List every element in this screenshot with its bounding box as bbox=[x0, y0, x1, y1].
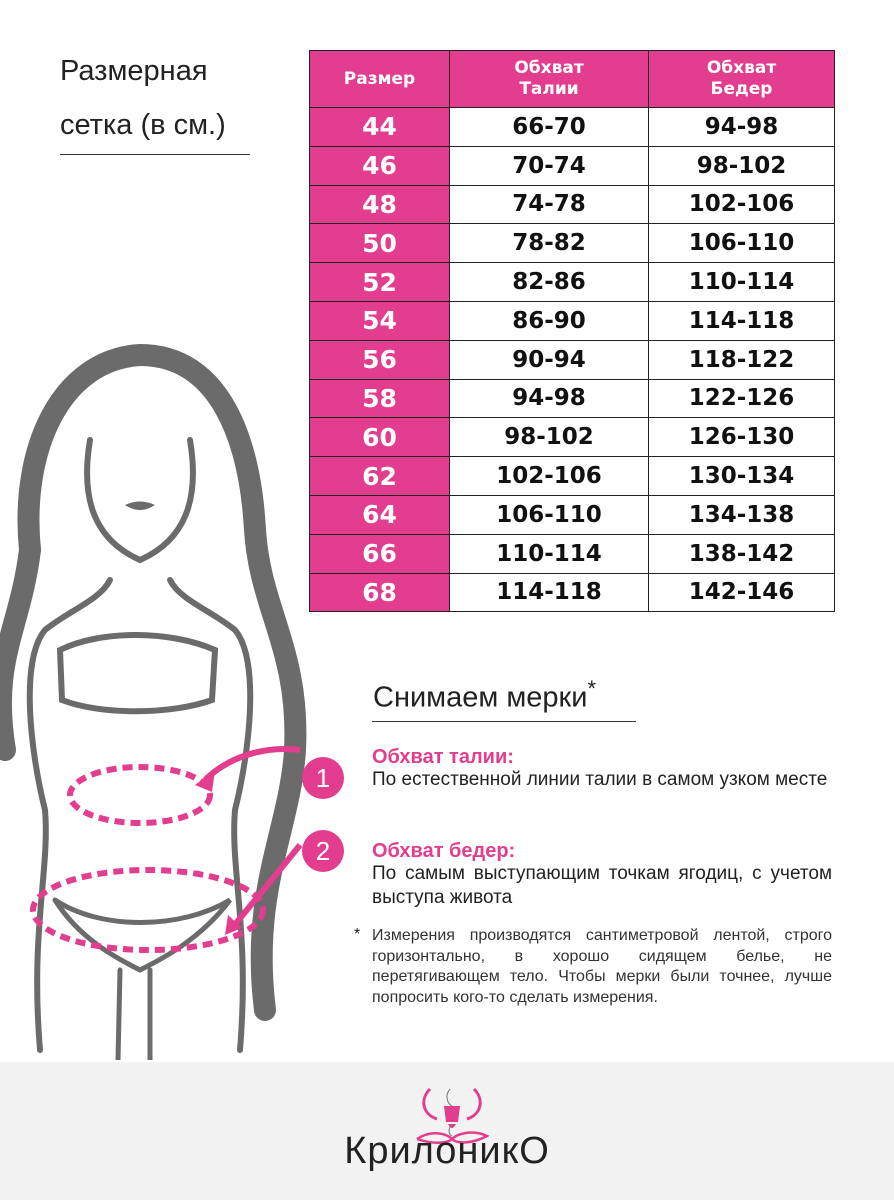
hips-cell: 94-98 bbox=[648, 107, 835, 147]
hips-description: По самым выступающим точкам ягодиц, с уч… bbox=[372, 863, 832, 908]
waist-cell: 86-90 bbox=[449, 300, 649, 341]
waist-cell: 82-86 bbox=[449, 262, 649, 302]
waist-cell: 66-70 bbox=[449, 107, 649, 147]
size-table: Размер Обхват Талии Обхват Бедер 44 66-70… bbox=[309, 50, 835, 613]
brand-logo-icon bbox=[416, 1087, 490, 1144]
measurement-note: Измерения производятся сантиметровой лен… bbox=[372, 927, 832, 1006]
size-cell: 64 bbox=[309, 494, 450, 535]
page-title: Размерная сетка (в см.) bbox=[60, 55, 226, 141]
brand-name: КрилоникО bbox=[344, 1130, 550, 1172]
waist-cell: 102-106 bbox=[449, 456, 649, 496]
hips-title: Обхват бедер: bbox=[372, 840, 516, 862]
size-cell: 52 bbox=[309, 262, 450, 302]
hips-cell: 142-146 bbox=[648, 572, 835, 613]
measurements-divider bbox=[372, 721, 636, 722]
size-cell: 48 bbox=[309, 184, 450, 225]
step-number-1: 1 bbox=[302, 757, 344, 799]
table-row: 52 82-86 110-114 bbox=[309, 262, 835, 302]
waist-cell: 106-110 bbox=[449, 494, 649, 535]
table-row: 68 114-118 142-146 bbox=[309, 572, 835, 613]
waist-title: Обхват талии: bbox=[372, 746, 514, 768]
table-row: 44 66-70 94-98 bbox=[309, 107, 835, 147]
footer bbox=[0, 1062, 894, 1200]
size-cell: 44 bbox=[309, 107, 450, 147]
table-row: 50 78-82 106-110 bbox=[309, 223, 835, 264]
table-row: 58 94-98 122-126 bbox=[309, 378, 835, 419]
waist-cell: 110-114 bbox=[449, 533, 649, 574]
hips-cell: 126-130 bbox=[648, 417, 835, 458]
waist-cell: 90-94 bbox=[449, 339, 649, 380]
hips-cell: 122-126 bbox=[648, 378, 835, 419]
hips-cell: 114-118 bbox=[648, 300, 835, 341]
size-cell: 68 bbox=[309, 572, 450, 613]
waist-cell: 114-118 bbox=[449, 572, 649, 613]
header-size: Размер bbox=[309, 50, 450, 108]
size-cell: 62 bbox=[309, 456, 450, 496]
waist-cell: 78-82 bbox=[449, 223, 649, 264]
waist-cell: 74-78 bbox=[449, 184, 649, 225]
size-cell: 50 bbox=[309, 223, 450, 264]
table-row: 60 98-102 126-130 bbox=[309, 417, 835, 458]
hips-cell: 130-134 bbox=[648, 456, 835, 496]
waist-cell: 70-74 bbox=[449, 145, 649, 186]
table-row: 46 70-74 98-102 bbox=[309, 145, 835, 186]
table-row: 62 102-106 130-134 bbox=[309, 456, 835, 496]
waist-description: По естественной линии талии в самом узко… bbox=[372, 769, 828, 790]
header-hips: Обхват Бедер bbox=[648, 50, 835, 108]
size-cell: 54 bbox=[309, 300, 450, 341]
hips-cell: 102-106 bbox=[648, 184, 835, 225]
measurements-title: Снимаем мерки* bbox=[373, 676, 596, 714]
hips-cell: 134-138 bbox=[648, 494, 835, 535]
table-row: 56 90-94 118-122 bbox=[309, 339, 835, 380]
table-row: 66 110-114 138-142 bbox=[309, 533, 835, 574]
table-row: 64 106-110 134-138 bbox=[309, 494, 835, 535]
header-waist: Обхват Талии bbox=[449, 50, 649, 108]
size-cell: 60 bbox=[309, 417, 450, 458]
waist-cell: 94-98 bbox=[449, 378, 649, 419]
size-cell: 66 bbox=[309, 533, 450, 574]
table-row: 54 86-90 114-118 bbox=[309, 300, 835, 341]
hips-cell: 98-102 bbox=[648, 145, 835, 186]
size-cell: 46 bbox=[309, 145, 450, 186]
hips-cell: 110-114 bbox=[648, 262, 835, 302]
title-divider bbox=[60, 154, 250, 155]
female-figure-illustration bbox=[0, 343, 307, 1060]
size-cell: 58 bbox=[309, 378, 450, 419]
hips-cell: 106-110 bbox=[648, 223, 835, 264]
waist-cell: 98-102 bbox=[449, 417, 649, 458]
hips-cell: 138-142 bbox=[648, 533, 835, 574]
step-number-2: 2 bbox=[302, 830, 344, 872]
note-asterisk: * bbox=[354, 926, 361, 943]
table-row: 48 74-78 102-106 bbox=[309, 184, 835, 225]
hips-cell: 118-122 bbox=[648, 339, 835, 380]
